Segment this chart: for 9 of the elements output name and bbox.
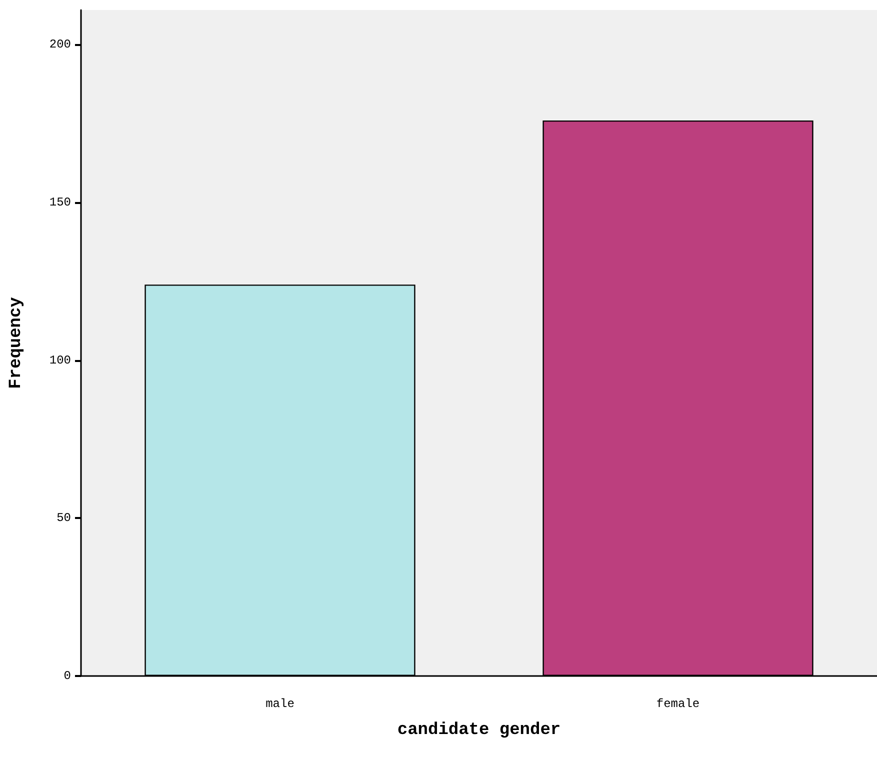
y-tick-label: 200 [49, 38, 71, 52]
y-axis-title: Frequency [7, 297, 26, 389]
y-tick-label: 50 [56, 511, 71, 526]
y-tick-label: 150 [49, 196, 71, 210]
x-axis-title: candidate gender [397, 721, 561, 740]
x-tick-label: female [656, 697, 700, 711]
y-tick-label: 0 [64, 669, 71, 683]
y-tick-label: 100 [49, 353, 71, 368]
x-tick-label: male [266, 697, 294, 711]
